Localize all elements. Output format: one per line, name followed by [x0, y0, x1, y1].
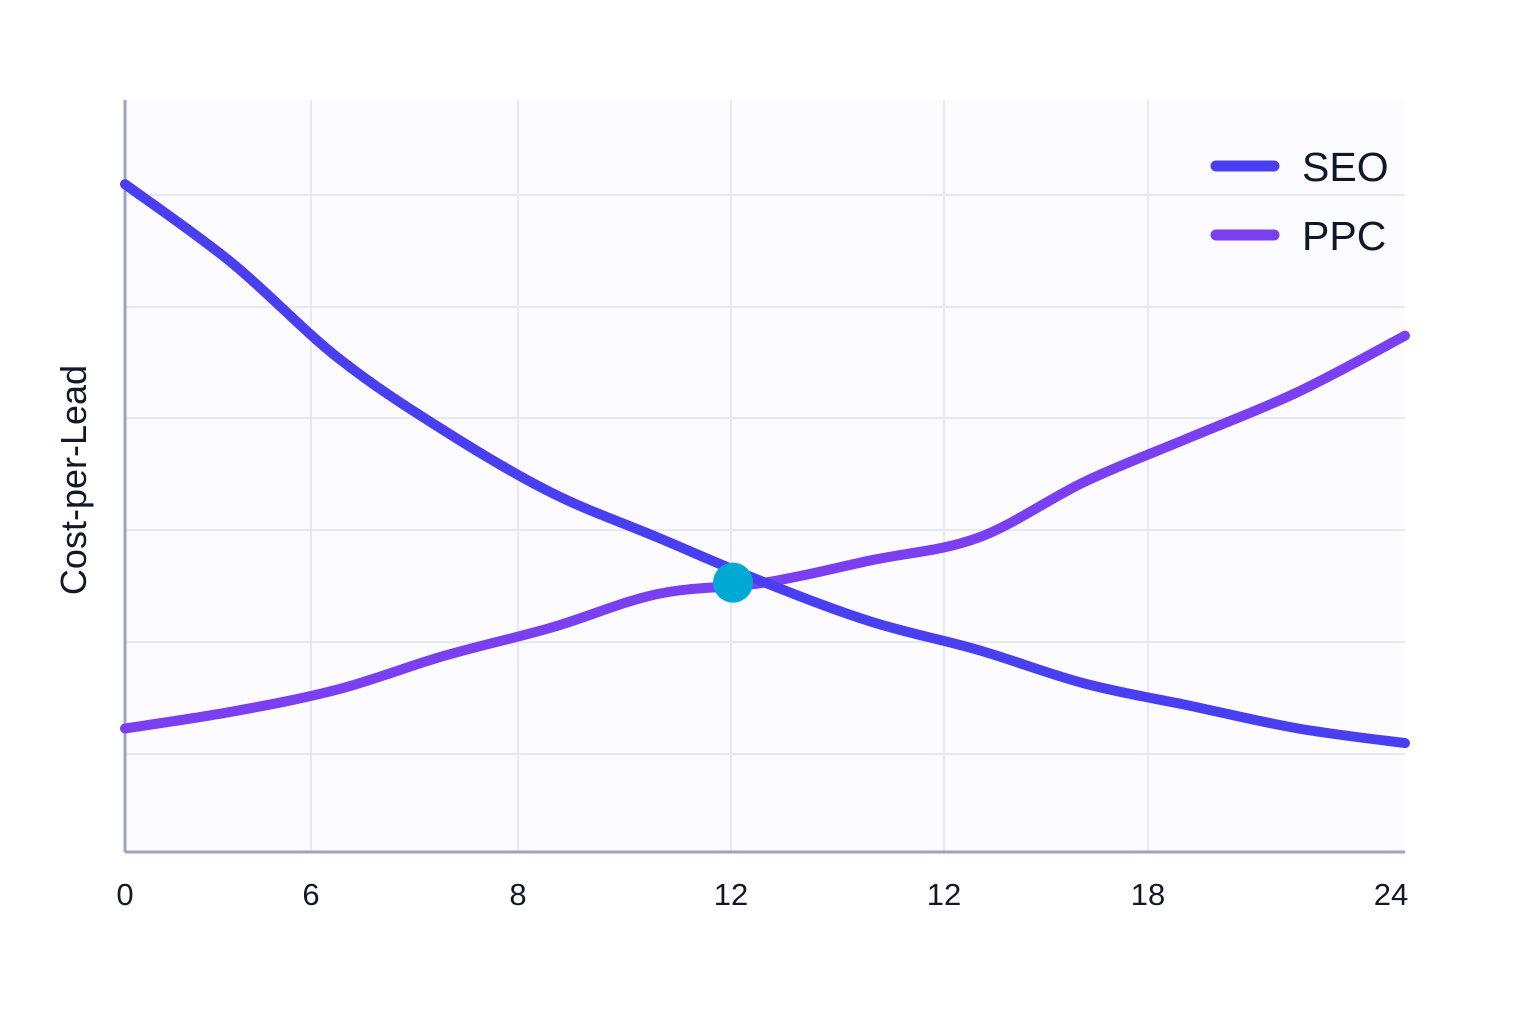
x-tick-label: 0	[116, 877, 133, 912]
plot-area	[125, 100, 1405, 852]
series-line-seo	[120, 179, 1410, 749]
y-axis-label: Cost-per-Lead	[53, 365, 94, 595]
series-layer	[120, 179, 1410, 749]
x-tick-label: 12	[927, 877, 961, 912]
x-tick-label: 8	[509, 877, 526, 912]
intersection-marker	[713, 562, 753, 603]
x-tick-label: 12	[714, 877, 748, 912]
legend-seo-label: SEO	[1302, 144, 1389, 190]
legend-ppc-label: PPC	[1302, 213, 1386, 259]
x-tick-label: 6	[302, 877, 319, 912]
legend: SEO PPC	[1210, 144, 1389, 259]
x-tick-label: 18	[1131, 877, 1165, 912]
annotation-layer	[713, 562, 753, 603]
x-tick-labels: 0 6 8 12 12 18 24	[116, 877, 1408, 912]
x-tick-label: 24	[1374, 877, 1408, 912]
grid-lines	[125, 100, 1405, 852]
